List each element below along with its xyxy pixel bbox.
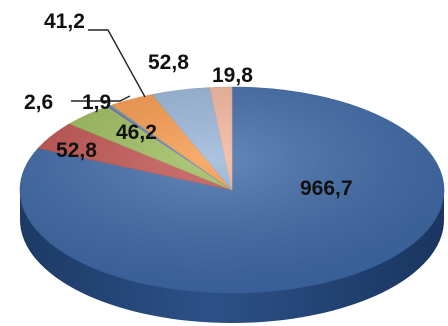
data-label-2: 46,2 [116,121,157,144]
pie-slices [19,86,445,294]
data-label-5: 41,2 [44,10,85,33]
leader-lines [71,29,146,102]
data-label-1: 52,8 [56,139,97,162]
data-label-3: 2,6 [24,91,53,114]
data-label-4: 1,9 [82,91,111,114]
data-label-0: 966,7 [300,177,353,200]
data-label-6: 52,8 [148,51,189,74]
leader-line-41-2 [88,29,146,98]
leader-line-2-6 [71,95,131,102]
data-labels: 966,7 52,8 46,2 2,6 1,9 41,2 52,8 19,8 [24,10,353,200]
data-label-7: 19,8 [212,64,253,87]
